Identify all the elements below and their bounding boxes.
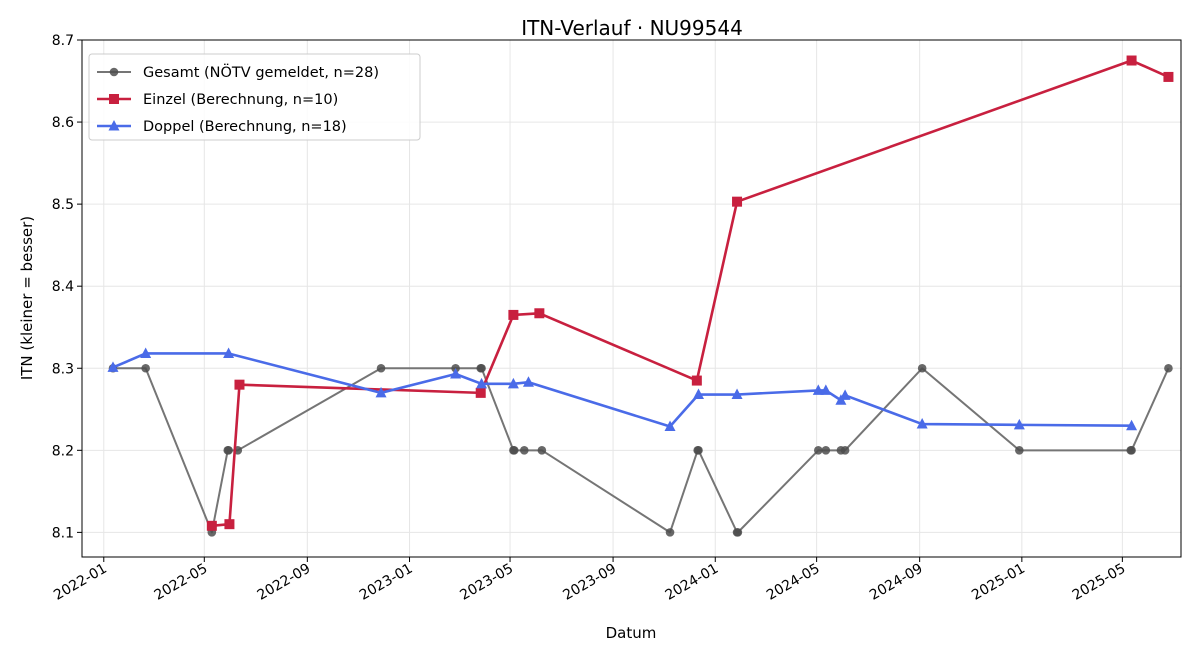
data-point [375, 386, 387, 398]
y-tick-label: 8.1 [52, 525, 74, 541]
y-tick-label: 8.3 [52, 361, 74, 377]
data-point [664, 420, 676, 432]
x-tick-label: 2024-05 [764, 561, 823, 604]
x-tick-label: 2024-09 [867, 561, 926, 604]
data-point [813, 446, 823, 455]
data-point [820, 384, 832, 395]
series-line [112, 352, 1132, 428]
data-point [522, 376, 534, 387]
x-tick-label: 2023-05 [457, 561, 516, 604]
y-tick-label: 8.4 [52, 279, 74, 295]
data-point [376, 363, 386, 373]
x-tick-label: 2025-01 [969, 561, 1028, 604]
data-point [140, 347, 152, 358]
data-point [507, 377, 519, 389]
data-point [224, 446, 233, 455]
data-point [519, 446, 529, 455]
y-tick-label: 8.7 [52, 33, 74, 49]
y-tick-label: 8.2 [52, 443, 74, 459]
series-line [211, 59, 1169, 528]
data-point [733, 528, 743, 537]
data-point [1015, 446, 1024, 455]
x-tick-label: 2023-01 [357, 561, 416, 604]
data-point [537, 446, 547, 455]
y-tick-label: 8.6 [52, 115, 74, 131]
data-point [1126, 55, 1137, 66]
data-point [917, 363, 927, 373]
data-point [694, 446, 703, 455]
data-point [477, 363, 486, 373]
data-point [839, 389, 851, 400]
x-axis-label: Datum [606, 624, 657, 642]
data-point [1126, 419, 1138, 431]
data-point [812, 384, 824, 395]
data-point [1127, 446, 1136, 455]
legend-label: Gesamt (NÖTV gemeldet, n=28) [143, 63, 379, 81]
data-point [206, 520, 217, 531]
legend-marker [109, 94, 119, 104]
series-triangle [107, 347, 1138, 432]
data-point [534, 308, 545, 319]
x-tick-label: 2022-05 [152, 561, 211, 604]
data-point [223, 347, 235, 358]
data-point [665, 528, 675, 537]
x-tick-label: 2022-09 [255, 561, 314, 604]
data-point [475, 387, 486, 398]
series-layer [107, 55, 1174, 537]
legend-label: Doppel (Berechnung, n=18) [143, 119, 347, 135]
data-point [1163, 71, 1174, 82]
data-point [509, 446, 519, 455]
data-point [107, 361, 119, 372]
legend-label: Einzel (Berechnung, n=10) [143, 92, 338, 108]
y-tick-label: 8.5 [52, 197, 74, 213]
data-point [476, 377, 488, 389]
x-tick-label: 2024-01 [663, 561, 722, 604]
data-point [1013, 418, 1025, 430]
data-point [234, 379, 245, 390]
x-tick-label: 2025-05 [1070, 561, 1129, 604]
data-point [916, 418, 928, 429]
legend-frame [88, 53, 421, 141]
data-point [450, 367, 462, 379]
legend-marker [109, 67, 119, 77]
data-point [840, 446, 850, 455]
data-point [508, 309, 519, 320]
y-axis-label: ITN (kleiner = besser) [18, 216, 36, 380]
data-point [1164, 363, 1173, 373]
plot-frame [81, 39, 1182, 558]
chart-title: ITN-Verlauf · NU99544 [521, 16, 743, 40]
legend-marker [108, 120, 120, 131]
data-point [821, 446, 831, 455]
data-point [141, 363, 150, 373]
data-point [693, 388, 705, 400]
data-point [224, 519, 235, 530]
x-tick-label: 2022-01 [51, 561, 110, 604]
series-square [206, 55, 1174, 531]
data-point [732, 196, 743, 207]
legend: Gesamt (NÖTV gemeldet, n=28) Einzel (Bere… [88, 53, 421, 141]
x-tick-label: 2023-09 [560, 561, 619, 604]
data-point [691, 375, 702, 386]
data-point [731, 388, 743, 400]
